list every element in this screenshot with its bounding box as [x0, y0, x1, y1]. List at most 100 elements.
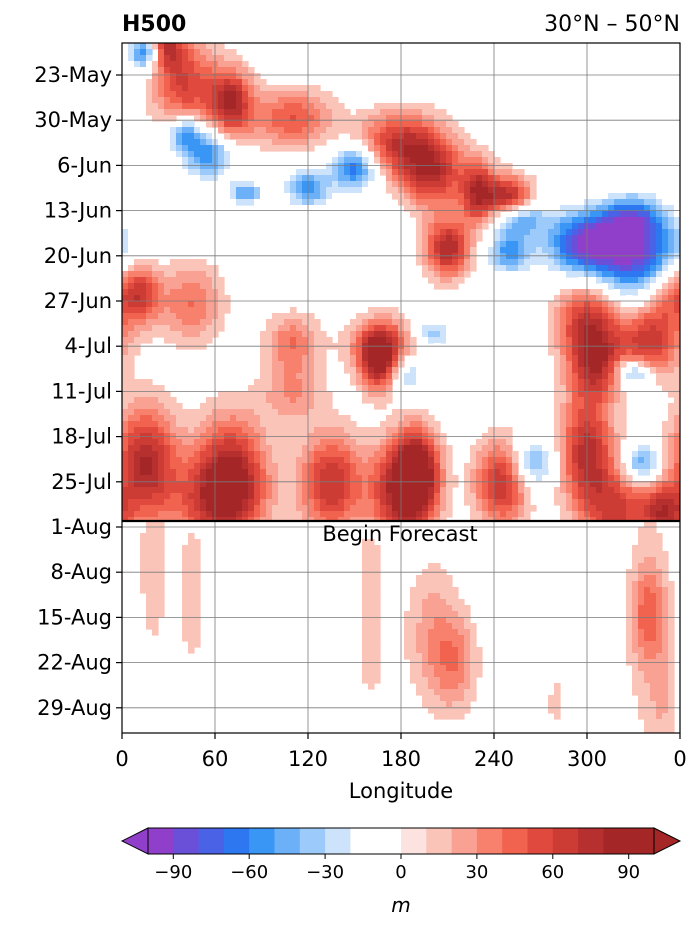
observed-anomaly-cell: [128, 361, 135, 368]
y-tick-label: 23-May: [34, 63, 112, 87]
observed-anomaly-cell: [164, 409, 171, 416]
observed-anomaly-cell: [266, 187, 273, 194]
observed-anomaly-cell: [596, 289, 603, 296]
observed-anomaly-cell: [140, 283, 147, 290]
observed-anomaly-cell: [374, 133, 381, 140]
observed-anomaly-cell: [572, 289, 579, 296]
forecast-anomaly-cell: [446, 671, 453, 678]
observed-anomaly-cell: [152, 505, 159, 512]
forecast-anomaly-cell: [632, 683, 639, 690]
observed-anomaly-cell: [278, 391, 285, 398]
observed-anomaly-cell: [632, 445, 639, 452]
observed-anomaly-cell: [626, 475, 633, 482]
observed-anomaly-cell: [266, 505, 273, 512]
observed-anomaly-cell: [596, 277, 603, 284]
observed-anomaly-cell: [260, 115, 267, 122]
observed-anomaly-cell: [266, 445, 273, 452]
forecast-anomaly-cell: [650, 701, 657, 708]
observed-anomaly-cell: [362, 139, 369, 146]
observed-anomaly-cell: [458, 127, 465, 134]
colorbar-bin: [375, 828, 402, 854]
observed-anomaly-cell: [566, 211, 573, 218]
observed-anomaly-cell: [236, 91, 243, 98]
observed-anomaly-cell: [224, 175, 231, 182]
forecast-anomaly-cell: [452, 623, 459, 630]
colorbar-bin: [173, 828, 199, 854]
observed-anomaly-cell: [344, 481, 351, 488]
observed-anomaly-cell: [440, 205, 447, 212]
observed-anomaly-cell: [332, 493, 339, 500]
observed-anomaly-cell: [314, 187, 321, 194]
observed-anomaly-cell: [470, 487, 477, 494]
observed-anomaly-cell: [302, 337, 309, 344]
observed-anomaly-cell: [494, 475, 501, 482]
observed-anomaly-cell: [320, 163, 327, 170]
observed-anomaly-cell: [302, 505, 309, 512]
observed-anomaly-cell: [644, 265, 651, 272]
forecast-anomaly-cell: [428, 611, 435, 618]
forecast-anomaly-cell: [452, 677, 459, 684]
observed-anomaly-cell: [488, 487, 495, 494]
observed-anomaly-cell: [644, 283, 651, 290]
observed-anomaly-cell: [476, 211, 483, 218]
observed-anomaly-cell: [458, 265, 465, 272]
forecast-anomaly-cell: [644, 593, 651, 600]
observed-anomaly-cell: [362, 391, 369, 398]
observed-anomaly-cell: [140, 481, 147, 488]
forecast-anomaly-cell: [188, 641, 195, 648]
observed-anomaly-cell: [590, 235, 597, 242]
forecast-anomaly-cell: [626, 593, 633, 600]
observed-anomaly-cell: [194, 421, 201, 428]
observed-anomaly-cell: [242, 397, 249, 404]
observed-anomaly-cell: [158, 301, 165, 308]
observed-anomaly-cell: [194, 145, 201, 152]
observed-anomaly-cell: [578, 265, 585, 272]
observed-anomaly-cell: [290, 169, 297, 176]
forecast-anomaly-cell: [140, 533, 147, 540]
observed-anomaly-cell: [434, 505, 441, 512]
forecast-anomaly-cell: [434, 647, 441, 654]
observed-anomaly-cell: [608, 199, 615, 206]
observed-anomaly-cell: [386, 385, 393, 392]
observed-anomaly-cell: [164, 295, 171, 302]
observed-anomaly-cell: [308, 319, 315, 326]
observed-anomaly-cell: [542, 451, 549, 458]
observed-anomaly-cell: [218, 157, 225, 164]
observed-anomaly-cell: [458, 145, 465, 152]
observed-anomaly-cell: [494, 517, 501, 521]
observed-anomaly-cell: [602, 241, 609, 248]
observed-anomaly-cell: [140, 43, 147, 50]
observed-anomaly-cell: [302, 457, 309, 464]
observed-anomaly-cell: [278, 145, 285, 152]
observed-anomaly-cell: [422, 439, 429, 446]
observed-anomaly-cell: [320, 91, 327, 98]
observed-anomaly-cell: [140, 49, 147, 56]
observed-anomaly-cell: [194, 55, 201, 62]
observed-anomaly-cell: [380, 145, 387, 152]
observed-anomaly-cell: [632, 259, 639, 266]
observed-anomaly-cell: [524, 439, 531, 446]
x-tick-label: 60: [202, 747, 229, 771]
observed-anomaly-cell: [242, 175, 249, 182]
observed-anomaly-cell: [248, 415, 255, 422]
forecast-anomaly-cell: [374, 665, 381, 672]
observed-anomaly-cell: [632, 511, 639, 518]
observed-anomaly-cell: [296, 355, 303, 362]
observed-anomaly-cell: [176, 451, 183, 458]
observed-anomaly-cell: [464, 163, 471, 170]
observed-anomaly-cell: [164, 289, 171, 296]
y-tick-label: 6-Jun: [57, 153, 112, 177]
observed-anomaly-cell: [200, 115, 207, 122]
observed-anomaly-cell: [674, 379, 680, 386]
forecast-anomaly-cell: [662, 611, 669, 618]
observed-anomaly-cell: [626, 487, 633, 494]
observed-anomaly-cell: [188, 175, 195, 182]
observed-anomaly-cell: [440, 277, 447, 284]
observed-anomaly-cell: [296, 421, 303, 428]
observed-anomaly-cell: [170, 463, 177, 470]
observed-anomaly-cell: [380, 439, 387, 446]
observed-anomaly-cell: [326, 115, 333, 122]
observed-anomaly-cell: [194, 307, 201, 314]
observed-anomaly-cell: [506, 163, 513, 170]
observed-anomaly-cell: [314, 487, 321, 494]
